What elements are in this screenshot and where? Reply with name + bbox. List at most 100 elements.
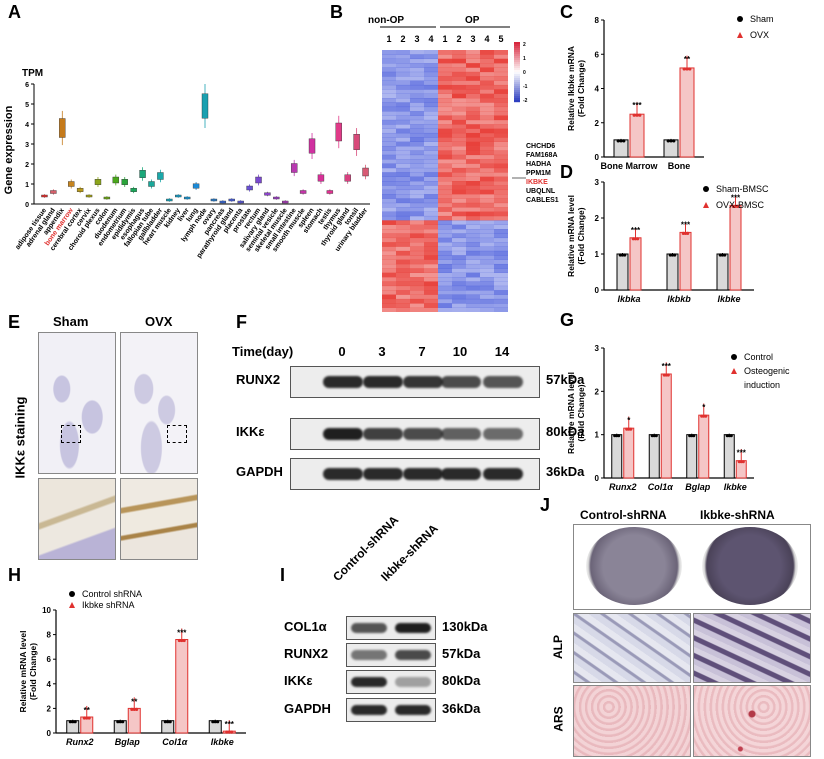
heatmap-cell <box>480 154 494 160</box>
data-point <box>211 720 215 724</box>
heatmap-cell <box>396 277 410 282</box>
legend-marker <box>731 354 737 360</box>
heatmap-cell <box>424 58 438 64</box>
heatmap-cell <box>424 71 438 77</box>
heatmap-cell <box>396 98 410 103</box>
blot-band <box>351 677 387 687</box>
box <box>299 190 307 194</box>
blot-strip <box>290 458 540 490</box>
heatmap-cell <box>424 277 438 282</box>
heatmap-cell <box>410 111 424 116</box>
data-point <box>688 67 692 71</box>
heatmap-cell <box>452 150 466 156</box>
heatmap-cell <box>466 93 480 99</box>
heatmap-cell <box>480 233 494 239</box>
data-point <box>213 720 217 724</box>
heatmap-cell <box>382 50 396 55</box>
heatmap-cell <box>410 154 424 160</box>
significance-mark: *** <box>631 226 641 235</box>
y-axis-label-line: (Fold Change) <box>576 384 586 441</box>
heatmap-cell <box>480 211 494 217</box>
heatmap-cell <box>480 198 494 204</box>
heatmap-cell <box>410 84 424 90</box>
box <box>228 198 235 202</box>
heatmap-cell <box>424 111 438 116</box>
heatmap-cell <box>410 233 424 239</box>
heatmap-cell <box>382 172 396 177</box>
blot-row-label: IKKε <box>284 673 313 688</box>
heatmap-cell <box>466 215 480 221</box>
colorbar-step <box>514 64 520 67</box>
heatmap-cell <box>452 185 466 191</box>
heatmap-cell <box>466 154 480 160</box>
bar <box>723 434 735 479</box>
heatmap-cell <box>452 202 466 208</box>
heatmap-cell <box>466 250 480 256</box>
heatmap-cell <box>438 111 452 116</box>
significance-mark: *** <box>731 193 741 202</box>
heatmap-cell <box>494 250 508 256</box>
heatmap-cell <box>466 303 480 308</box>
heatmap-cell <box>382 150 396 156</box>
heatmap-cell <box>424 202 438 208</box>
heatmap-cell <box>480 207 494 212</box>
heatmap-cell <box>424 215 438 221</box>
heatmap-cell <box>480 237 494 243</box>
heatmap-cell <box>382 263 396 269</box>
heatmap-cell <box>494 89 508 94</box>
data-point <box>620 253 625 257</box>
box <box>50 190 57 194</box>
heatmap-cell <box>494 207 508 212</box>
heatmap-cell <box>410 272 424 278</box>
colorbar-label: -2 <box>523 98 528 104</box>
heatmap-cell <box>438 176 452 182</box>
heatmap-cell <box>438 63 452 68</box>
heatmap-cell <box>480 272 494 278</box>
data-point <box>638 113 642 117</box>
heatmap-cell <box>410 194 424 199</box>
bar <box>679 67 695 158</box>
box <box>94 179 102 185</box>
heatmap-cell <box>424 63 438 68</box>
heatmap-cell <box>494 181 508 186</box>
box <box>76 188 84 192</box>
time-point: 0 <box>338 344 346 359</box>
heatmap-cell <box>424 163 438 169</box>
heatmap-cell <box>466 233 480 239</box>
heatmap-cell <box>410 224 424 230</box>
data-point <box>733 204 738 208</box>
heatmap-cell <box>382 233 396 239</box>
heatmap-cell <box>382 137 396 142</box>
box <box>273 196 280 200</box>
heatmap-cell <box>494 67 508 73</box>
colorbar-step <box>514 100 520 103</box>
heatmap-cell <box>452 207 466 212</box>
heatmap-cell <box>480 132 494 138</box>
heatmap-cell <box>410 89 424 94</box>
heatmap-cell <box>382 211 396 217</box>
box <box>344 174 351 182</box>
heatmap-cell <box>480 159 494 164</box>
heatmap-cell <box>438 93 452 99</box>
heatmap-cell <box>452 106 466 112</box>
heatmap-cell <box>438 50 452 55</box>
box <box>246 185 253 191</box>
heatmap-cell <box>410 80 424 86</box>
heatmap-cell <box>396 250 410 256</box>
data-point <box>668 253 672 257</box>
heatmap-cell <box>480 137 494 142</box>
blot-kda-label: 80kDa <box>546 424 585 439</box>
significance-mark: *** <box>737 449 747 458</box>
heatmap-cell <box>424 303 438 308</box>
heatmap-cell <box>438 194 452 199</box>
colorbar-step <box>514 90 520 93</box>
heatmap-cell <box>480 215 494 221</box>
blot-rows: RUNX2 57kDa IKKε 80kDa GAPDH 36kDa <box>232 330 584 505</box>
heatmap-cell <box>494 242 508 247</box>
blot-kda-label: 57kDa <box>546 372 585 387</box>
gene-expression-ylabel: Gene expression <box>3 105 15 194</box>
blot-band <box>323 468 363 480</box>
heatmap-cell <box>494 54 508 60</box>
heatmap-cell <box>452 163 466 169</box>
bar <box>629 237 642 291</box>
